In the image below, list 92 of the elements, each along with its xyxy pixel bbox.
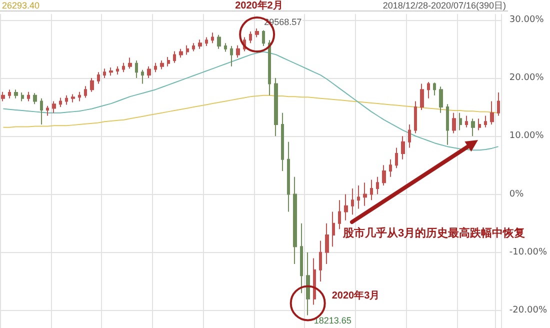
line-series <box>2 51 499 151</box>
candlestick <box>363 182 367 206</box>
candlestick <box>351 188 354 216</box>
candlestick <box>452 112 456 134</box>
candlestick <box>401 136 405 160</box>
candlestick <box>471 118 475 137</box>
candlestick <box>414 100 417 134</box>
candlestick <box>236 44 240 58</box>
candlestick <box>141 69 144 84</box>
candlestick <box>439 86 443 114</box>
candlestick <box>408 124 411 148</box>
annotation: 2020年3月 <box>332 290 380 302</box>
y-tick-label: 20.00% <box>509 72 544 83</box>
candlestick <box>287 141 290 212</box>
candlestick <box>433 82 436 96</box>
candlestick <box>21 92 24 102</box>
annotation: 18213.65 <box>314 316 352 326</box>
candlestick <box>109 66 113 76</box>
candlestick <box>186 44 189 56</box>
candlestick <box>230 45 233 67</box>
candlestick <box>46 105 49 116</box>
candlestick <box>338 200 341 230</box>
candlestick <box>395 147 398 169</box>
candlestick <box>122 62 125 73</box>
candlestick <box>59 97 62 108</box>
candlestick <box>281 112 284 172</box>
candlestick <box>14 89 18 99</box>
line-series <box>2 94 499 128</box>
candlestick <box>84 86 87 98</box>
candlestick <box>33 92 37 105</box>
candlestick <box>71 94 75 103</box>
candlestick <box>274 77 278 137</box>
candlestick <box>65 94 68 106</box>
candlestick <box>179 48 183 58</box>
y-tick-label: 0% <box>509 189 524 200</box>
candlestick <box>8 89 11 99</box>
candlestick <box>249 30 252 44</box>
y-tick-label: 10.00% <box>509 131 544 142</box>
text: 26293.40 <box>2 0 40 10</box>
candlestick <box>167 56 170 67</box>
candlestick <box>293 176 297 265</box>
candlestick <box>192 42 195 52</box>
text: 2018/12/28-2020/07/16(390日) <box>382 0 506 10</box>
candlestick <box>198 39 202 50</box>
candlestick <box>446 104 449 146</box>
text: 2020年2月 <box>235 0 283 12</box>
candlestick <box>459 112 462 131</box>
candlestick <box>262 30 265 46</box>
candlestick <box>160 60 164 70</box>
candlestick <box>382 164 386 186</box>
candlestick <box>78 91 81 102</box>
candlestick <box>484 115 487 128</box>
y-tick-label: 30.00% <box>509 14 544 25</box>
candlestick <box>313 258 316 306</box>
annotation: 股市几乎从3月的历史最高跌幅中恢复 <box>342 226 526 240</box>
candlestick <box>319 240 322 282</box>
candlestick <box>52 100 56 114</box>
candlestick <box>90 77 94 92</box>
y-tick-label: -10.00% <box>509 247 548 258</box>
candlestick <box>427 82 430 99</box>
candlestick <box>205 36 208 46</box>
candlestick <box>103 68 106 78</box>
candlestick <box>1 91 5 102</box>
candlestick <box>128 57 132 70</box>
candlestick <box>306 252 310 316</box>
candlestick <box>173 50 176 64</box>
candlestick <box>357 185 360 210</box>
candlestick <box>217 34 221 50</box>
candlestick <box>478 118 481 131</box>
candlestick <box>465 115 468 128</box>
candlestick <box>255 28 259 38</box>
candlestick <box>27 91 30 102</box>
candlestick <box>389 158 392 178</box>
candlestick <box>135 60 138 78</box>
candlestick <box>325 222 329 265</box>
candlestick <box>490 100 494 125</box>
candlestick <box>40 98 43 125</box>
candlestick <box>268 40 271 96</box>
candlestick <box>376 176 379 195</box>
candlestick <box>224 42 227 52</box>
candlestick <box>370 179 373 201</box>
candlestick <box>116 66 119 75</box>
candlestick <box>344 194 348 221</box>
candlestick <box>332 211 335 248</box>
candlestick <box>497 92 500 116</box>
candlestick <box>97 72 100 84</box>
candlestick <box>147 66 151 78</box>
candlestick <box>211 32 214 44</box>
candlestick <box>154 62 157 73</box>
candlestick <box>420 83 424 110</box>
y-tick-label: -20.00% <box>509 306 548 316</box>
candlestick <box>300 222 303 294</box>
